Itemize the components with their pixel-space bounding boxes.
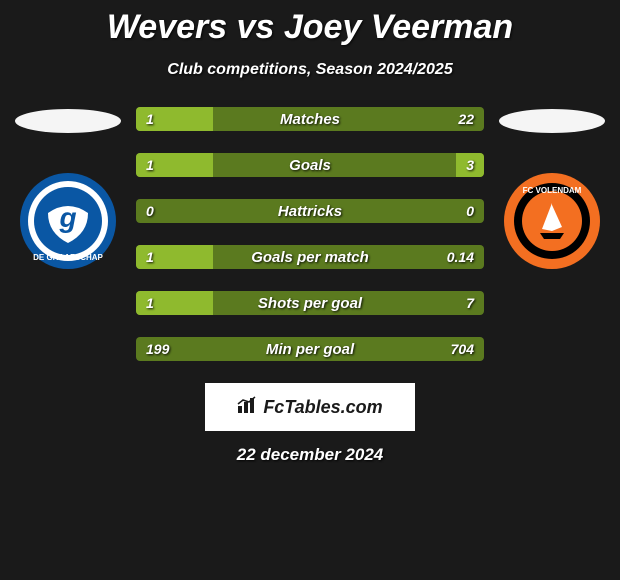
stat-row: 00Hattricks — [136, 199, 484, 223]
right-player-column: FC VOLENDAM — [492, 107, 612, 271]
left-player-column: g DE GRAAFSCHAP — [8, 107, 128, 271]
page-title: Wevers vs Joey Veerman — [0, 0, 620, 47]
stat-bars: 122Matches 13Goals 00Hattricks 10.14Goals p… — [136, 107, 484, 361]
stat-label: Goals — [136, 157, 484, 174]
subtitle: Club competitions, Season 2024/2025 — [0, 61, 620, 79]
stat-row: 10.14Goals per match — [136, 245, 484, 269]
watermark-badge: FcTables.com — [205, 383, 415, 431]
stat-label: Min per goal — [136, 341, 484, 358]
right-player-ellipse — [499, 109, 605, 133]
date-text: 22 december 2024 — [0, 445, 620, 465]
svg-text:FC VOLENDAM: FC VOLENDAM — [523, 186, 582, 195]
stat-row: 17Shots per goal — [136, 291, 484, 315]
svg-text:g: g — [58, 202, 76, 233]
watermark-text: FcTables.com — [263, 397, 382, 418]
chart-icon — [237, 396, 257, 419]
svg-text:DE GRAAFSCHAP: DE GRAAFSCHAP — [33, 253, 103, 262]
infographic-container: Wevers vs Joey Veerman Club competitions… — [0, 0, 620, 580]
stat-label: Matches — [136, 111, 484, 128]
stat-row: 13Goals — [136, 153, 484, 177]
main-content: g DE GRAAFSCHAP 122Matches 13Goals 00Hattr… — [0, 107, 620, 361]
stat-label: Hattricks — [136, 203, 484, 220]
stat-label: Shots per goal — [136, 295, 484, 312]
stat-label: Goals per match — [136, 249, 484, 266]
right-club-logo: FC VOLENDAM — [502, 171, 602, 271]
left-club-logo: g DE GRAAFSCHAP — [18, 171, 118, 271]
left-player-ellipse — [15, 109, 121, 133]
stat-row: 122Matches — [136, 107, 484, 131]
stat-row: 199704Min per goal — [136, 337, 484, 361]
